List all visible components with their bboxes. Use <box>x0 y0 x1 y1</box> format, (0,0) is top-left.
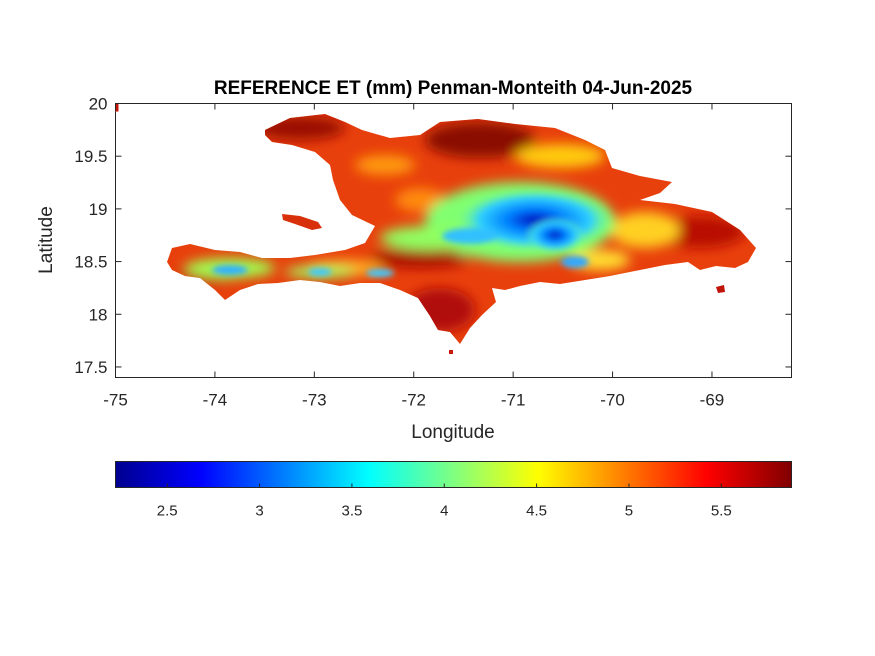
y-axis-label: Latitude <box>36 206 57 274</box>
x-tick-label: -73 <box>302 391 327 410</box>
x-tick-label: -75 <box>103 391 128 410</box>
x-tick-label: -70 <box>600 391 625 410</box>
colorbar <box>115 461 792 488</box>
y-tick-label: 19 <box>89 200 108 219</box>
y-tick-label: 17.5 <box>74 358 107 377</box>
colorbar-ticks: 2.5 3 3.5 4 4.5 5 5.5 <box>157 483 732 520</box>
colorbar-tick-label: 3 <box>255 503 263 520</box>
y-axis: 20 19.5 19 18.5 18 17.5 <box>74 95 792 377</box>
x-tick-label: -69 <box>700 391 725 410</box>
y-tick-label: 18.5 <box>74 253 107 272</box>
x-tick-label: -72 <box>401 391 426 410</box>
colorbar-tick-label: 5 <box>625 503 633 520</box>
y-tick-label: 20 <box>89 95 108 114</box>
colorbar-tick-label: 4 <box>440 503 448 520</box>
colorbar-tick-label: 3.5 <box>341 503 362 520</box>
x-tick-label: -74 <box>203 391 228 410</box>
colorbar-tick-label: 4.5 <box>526 503 547 520</box>
ile-de-la-tortue-island <box>282 214 322 230</box>
y-tick-label: 18 <box>89 305 108 324</box>
saona-island <box>716 285 725 293</box>
x-tick-label: -71 <box>501 391 526 410</box>
corner-data-speck <box>115 103 119 112</box>
beata-island <box>449 350 453 354</box>
x-axis-label: Longitude <box>411 422 494 443</box>
colorbar-tick-label: 5.5 <box>711 503 732 520</box>
colorbar-tick-label: 2.5 <box>157 503 178 520</box>
y-tick-label: 19.5 <box>74 147 107 166</box>
map-title: REFERENCE ET (mm) Penman-Monteith 04-Jun… <box>214 78 693 99</box>
x-axis: -75 -74 -73 -72 -71 -70 -69 <box>103 103 725 410</box>
